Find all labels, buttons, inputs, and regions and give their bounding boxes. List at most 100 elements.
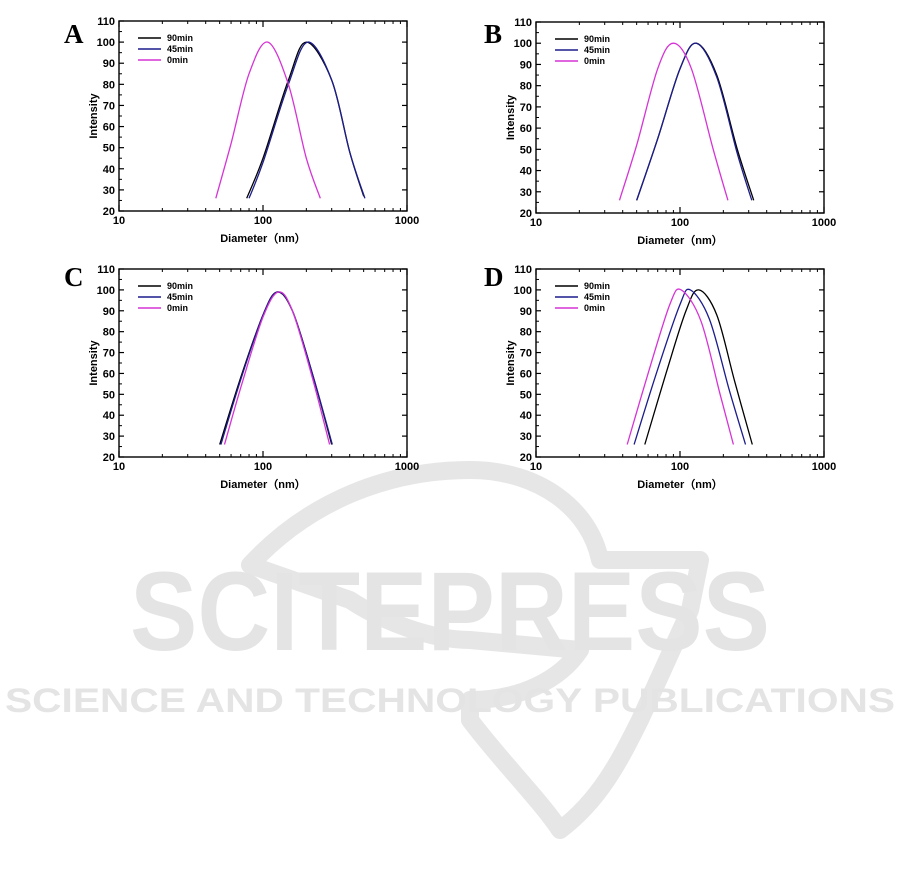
panel-a-ytick-label: 30 — [103, 185, 115, 197]
panel-b-series-90min — [636, 42, 755, 201]
watermark-line2: SCIENCE AND TECHNOLOGY PUBLICATIONS — [5, 682, 895, 720]
panel-b-ytick-label: 50 — [520, 144, 532, 156]
panel-a-ytick-label: 80 — [103, 79, 115, 91]
panel-d: D 20 30 40 50 60 70 80 90 100 110 10 100 1000 Diameter… — [484, 262, 836, 491]
panel-a-letter: A — [64, 19, 84, 49]
panel-a-legend-label: 90min — [167, 33, 193, 43]
panel-c-ytick-label: 90 — [103, 306, 115, 318]
panel-c-xlabel: Diameter（nm） — [220, 478, 306, 491]
panel-b-xlabel: Diameter（nm） — [637, 234, 723, 247]
panel-a-frame — [118, 20, 408, 212]
panel-c-ytick-label: 70 — [103, 348, 115, 360]
panel-b-ytick-label: 20 — [520, 208, 532, 220]
panel-a: A 20 30 40 50 60 70 80 90 100 110 10 100 1000 Diameter… — [64, 16, 419, 245]
panel-c-legend-label: 90min — [167, 281, 193, 291]
panel-d-legend-label: 45min — [584, 292, 610, 302]
panel-b-ytick-label: 70 — [520, 102, 532, 114]
panel-c-ytick-label: 30 — [103, 431, 115, 443]
panel-a-ytick-label: 40 — [103, 164, 115, 176]
watermark-line1: SCITEPRESS — [130, 549, 770, 674]
panel-a-ylabel: Intensity — [88, 93, 100, 139]
panel-b-xtick-label: 1000 — [812, 217, 836, 229]
panel-d-series-90min — [644, 289, 753, 445]
panel-d-ytick-label: 90 — [520, 306, 532, 318]
panel-d-ytick-label: 110 — [514, 264, 532, 276]
panel-c-ytick-label: 80 — [103, 327, 115, 339]
panel-a-ytick-label: 50 — [103, 143, 115, 155]
panel-d-frame — [535, 268, 825, 458]
panel-d-ytick-label: 20 — [520, 452, 532, 464]
panel-c-ytick-label: 40 — [103, 410, 115, 422]
panel-a-ytick-label: 90 — [103, 58, 115, 70]
panel-c-legend-label: 0min — [167, 303, 188, 313]
panel-a-legend-label: 0min — [167, 55, 188, 65]
panel-c-xtick-label: 100 — [254, 461, 272, 473]
panel-b-ytick-label: 100 — [514, 38, 532, 50]
panel-c-series-45min — [220, 291, 333, 445]
panel-c-ytick-label: 100 — [97, 285, 115, 297]
panel-a-ytick-label: 70 — [103, 100, 115, 112]
panel-b-xtick-label: 10 — [530, 217, 542, 229]
panel-a-xlabel: Diameter（nm） — [220, 232, 306, 245]
panel-a-xtick-label: 100 — [254, 215, 272, 227]
panel-d-xtick-label: 10 — [530, 461, 542, 473]
panel-d-ytick-label: 100 — [514, 285, 532, 297]
panel-c-ytick-label: 60 — [103, 368, 115, 380]
panel-b-ytick-label: 40 — [520, 166, 532, 178]
panel-b-ytick-label: 90 — [520, 59, 532, 71]
panel-d-series-45min — [633, 288, 747, 445]
panel-c-series-0min — [223, 291, 331, 445]
panel-d-ytick-label: 30 — [520, 431, 532, 443]
panel-d-ylabel: Intensity — [505, 340, 517, 386]
panel-a-legend-label: 45min — [167, 44, 193, 54]
watermark-swoosh-shape — [241, 461, 709, 839]
panel-c-ylabel: Intensity — [88, 340, 100, 386]
panel-b-ytick-label: 60 — [520, 123, 532, 135]
panel-d-xtick-label: 100 — [671, 461, 689, 473]
panel-b-legend-label: 90min — [584, 34, 610, 44]
panel-d-xlabel: Diameter（nm） — [637, 478, 723, 491]
panel-b-legend-label: 45min — [584, 45, 610, 55]
panel-b-ytick-label: 30 — [520, 187, 532, 199]
panel-d-ytick-label: 50 — [520, 389, 532, 401]
panel-d-series-0min — [626, 288, 735, 445]
panel-a-ytick-label: 110 — [97, 16, 115, 28]
panel-c-letter: C — [64, 262, 84, 292]
panel-d-ytick-label: 60 — [520, 368, 532, 380]
panel-c: C 20 30 40 50 60 70 80 90 100 110 10 100 1000 Diameter… — [64, 262, 419, 491]
panel-d-ytick-label: 40 — [520, 410, 532, 422]
panel-a-ytick-label: 20 — [103, 206, 115, 218]
panel-a-series-0min — [215, 41, 321, 199]
panel-d-letter: D — [484, 262, 504, 292]
panel-b-letter: B — [484, 19, 502, 49]
panel-c-series-90min — [219, 291, 333, 445]
panel-a-xtick-label: 10 — [113, 215, 125, 227]
panel-d-legend-label: 0min — [584, 303, 605, 313]
panel-c-legend-label: 45min — [167, 292, 193, 302]
panel-a-series-45min — [248, 41, 366, 199]
panel-c-ytick-label: 110 — [97, 264, 115, 276]
panel-b: B 20 30 40 50 60 70 80 90 100 110 10 100 1000 Diameter… — [484, 17, 836, 247]
panel-b-series-0min — [618, 42, 729, 201]
panel-b-legend-label: 0min — [584, 56, 605, 66]
panel-b-frame — [535, 21, 825, 214]
panel-c-xtick-label: 1000 — [395, 461, 419, 473]
panel-a-ytick-label: 100 — [97, 37, 115, 49]
panel-b-xtick-label: 100 — [671, 217, 689, 229]
panel-d-xtick-label: 1000 — [812, 461, 836, 473]
panel-b-series-45min — [636, 42, 753, 201]
panel-b-ytick-label: 80 — [520, 81, 532, 93]
panel-a-xtick-label: 1000 — [395, 215, 419, 227]
panel-c-frame — [118, 268, 408, 458]
panel-d-ytick-label: 70 — [520, 348, 532, 360]
panel-c-ytick-label: 50 — [103, 389, 115, 401]
panel-b-ytick-label: 110 — [514, 17, 532, 29]
panel-d-legend-label: 90min — [584, 281, 610, 291]
panel-c-xtick-label: 10 — [113, 461, 125, 473]
panel-c-ytick-label: 20 — [103, 452, 115, 464]
panel-b-ylabel: Intensity — [505, 94, 517, 140]
panel-a-ytick-label: 60 — [103, 122, 115, 134]
panel-a-series-90min — [246, 41, 365, 199]
